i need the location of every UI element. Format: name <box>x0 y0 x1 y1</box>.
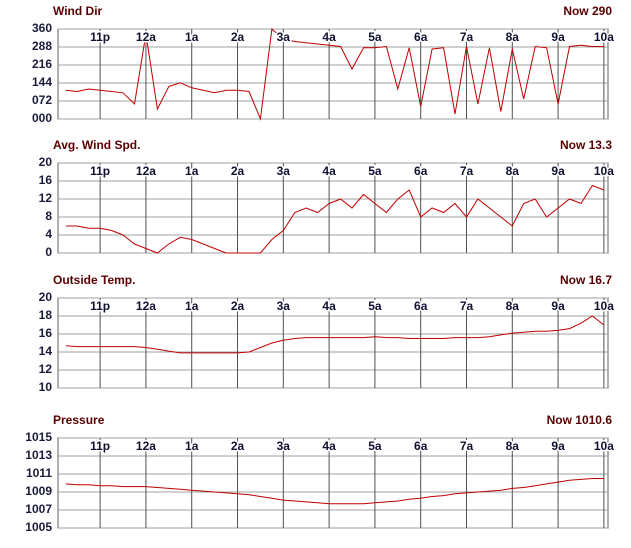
y-tick-label: 8 <box>45 209 52 223</box>
x-tick-label: 12a <box>136 299 156 313</box>
x-tick-label: 2a <box>231 30 245 44</box>
y-tick-label: 14 <box>39 344 53 358</box>
y-tick-label: 288 <box>32 39 52 53</box>
x-tick-label: 3a <box>277 30 291 44</box>
x-tick-label: 5a <box>368 439 382 453</box>
x-tick-label: 1a <box>185 30 199 44</box>
y-tick-label: 20 <box>39 290 53 304</box>
x-tick-label: 11p <box>90 299 110 313</box>
data-line <box>65 315 605 354</box>
x-tick-label: 9a <box>551 299 565 313</box>
y-tick-label: 16 <box>39 173 53 187</box>
x-tick-label: 4a <box>322 439 336 453</box>
current-value: Now 16.7 <box>560 273 612 287</box>
panel-title: Pressure <box>53 413 105 427</box>
x-tick-label: 11p <box>90 164 110 178</box>
x-tick-label: 8a <box>506 164 520 178</box>
y-tick-label: 0 <box>45 245 52 259</box>
x-tick-label: 9a <box>551 164 565 178</box>
current-value: Now 290 <box>563 4 612 18</box>
x-tick-label: 6a <box>414 439 428 453</box>
x-tick-label: 11p <box>90 439 110 453</box>
y-tick-label: 144 <box>32 75 52 89</box>
panel-title: Avg. Wind Spd. <box>53 138 140 152</box>
x-tick-label: 4a <box>322 299 336 313</box>
x-tick-label: 10a <box>594 164 614 178</box>
plot-area <box>57 437 609 529</box>
x-tick-label: 12a <box>136 30 156 44</box>
data-line <box>65 184 605 254</box>
y-tick-label: 20 <box>39 155 53 169</box>
x-tick-label: 12a <box>136 439 156 453</box>
y-tick-label: 12 <box>39 362 53 376</box>
x-tick-label: 2a <box>231 299 245 313</box>
x-tick-label: 2a <box>231 439 245 453</box>
x-tick-label: 6a <box>414 30 428 44</box>
y-tick-label: 360 <box>32 21 52 35</box>
y-tick-label: 216 <box>32 57 52 71</box>
x-tick-label: 3a <box>277 439 291 453</box>
x-tick-label: 5a <box>368 299 382 313</box>
y-tick-label: 1011 <box>26 466 52 480</box>
y-tick-label: 1015 <box>25 430 52 444</box>
y-tick-label: 12 <box>39 191 53 205</box>
x-tick-label: 10a <box>594 30 614 44</box>
data-line <box>65 478 604 505</box>
x-tick-label: 3a <box>277 299 291 313</box>
x-tick-label: 10a <box>594 299 614 313</box>
x-tick-label: 12a <box>136 164 156 178</box>
x-tick-label: 1a <box>185 164 199 178</box>
x-tick-label: 7a <box>460 30 474 44</box>
y-tick-label: 1009 <box>25 484 52 498</box>
plot-area <box>57 28 609 120</box>
y-tick-label: 1005 <box>25 520 52 534</box>
y-tick-label: 10 <box>39 380 53 394</box>
x-tick-label: 6a <box>414 299 428 313</box>
x-tick-label: 3a <box>277 164 291 178</box>
x-tick-label: 9a <box>551 30 565 44</box>
x-tick-label: 11p <box>90 30 110 44</box>
data-line <box>65 28 604 121</box>
x-tick-label: 5a <box>368 30 382 44</box>
y-tick-label: 000 <box>32 111 52 125</box>
x-tick-label: 7a <box>460 299 474 313</box>
x-tick-label: 1a <box>185 299 199 313</box>
y-tick-label: 072 <box>32 93 52 107</box>
x-tick-label: 4a <box>322 30 336 44</box>
x-tick-label: 4a <box>322 164 336 178</box>
y-tick-label: 1007 <box>25 502 52 516</box>
y-tick-label: 18 <box>39 308 53 322</box>
y-tick-label: 4 <box>45 227 52 241</box>
x-tick-label: 7a <box>460 439 474 453</box>
x-tick-label: 8a <box>506 439 520 453</box>
current-value: Now 1010.6 <box>547 413 613 427</box>
x-tick-label: 10a <box>594 439 614 453</box>
x-tick-label: 8a <box>506 299 520 313</box>
current-value: Now 13.3 <box>560 138 612 152</box>
x-tick-label: 7a <box>460 164 474 178</box>
plot-area <box>57 162 609 254</box>
panel-title: Outside Temp. <box>53 273 135 287</box>
y-tick-label: 16 <box>39 326 53 340</box>
y-tick-label: 1013 <box>25 448 52 462</box>
x-tick-label: 8a <box>506 30 520 44</box>
x-tick-label: 6a <box>414 164 428 178</box>
x-tick-label: 5a <box>368 164 382 178</box>
x-tick-label: 2a <box>231 164 245 178</box>
x-tick-label: 1a <box>185 439 199 453</box>
panel-title: Wind Dir <box>53 4 103 18</box>
x-tick-label: 9a <box>551 439 565 453</box>
